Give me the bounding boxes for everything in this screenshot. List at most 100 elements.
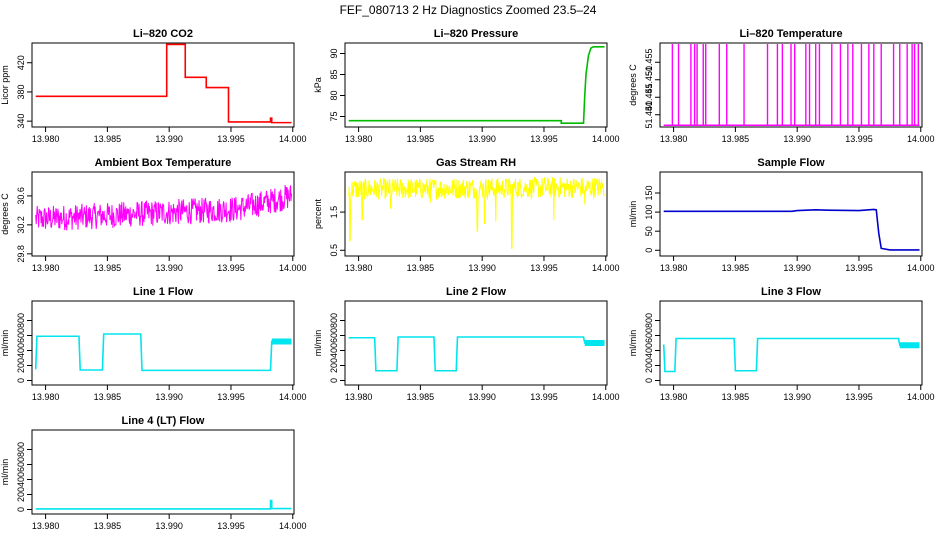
y-tick-label: 0 xyxy=(644,378,654,383)
y-axis-label: ml/min xyxy=(628,330,638,357)
series-line xyxy=(35,499,292,510)
y-tick-label: 200 xyxy=(16,358,26,373)
x-tick-label: 13.985 xyxy=(722,134,750,144)
x-tick-label: 14.000 xyxy=(279,521,307,531)
panel-title: Gas Stream RH xyxy=(436,157,516,169)
x-tick-label: 13.995 xyxy=(530,134,558,144)
x-tick-label: 13.985 xyxy=(94,392,122,402)
x-axis: 13.980 13.985 13.990 13.995 14.000 xyxy=(345,256,620,273)
x-tick-label: 13.985 xyxy=(94,263,122,273)
x-tick-label: 13.995 xyxy=(217,521,245,531)
x-tick-label: 13.980 xyxy=(32,521,60,531)
data-layer xyxy=(663,208,920,251)
chart-panel-7: Line 1 Flow ml/min 13.980 13.985 13.990 13.99… xyxy=(0,286,307,402)
plot-frame xyxy=(344,300,608,386)
y-axis: 0.5 1.5 xyxy=(329,206,345,257)
x-tick-label: 13.990 xyxy=(783,263,811,273)
x-tick-label: 14.000 xyxy=(279,392,307,402)
y-tick-label: 400 xyxy=(16,472,26,487)
x-tick-label: 13.985 xyxy=(407,263,435,273)
y-tick-label: 80 xyxy=(329,90,339,100)
y-tick-label: 100 xyxy=(644,205,654,220)
y-tick-label: 50 xyxy=(644,226,654,236)
x-tick-label: 13.995 xyxy=(217,263,245,273)
y-axis-label: percent xyxy=(313,198,323,229)
x-axis: 13.980 13.985 13.990 13.995 14.000 xyxy=(660,385,935,402)
x-axis: 13.980 13.985 13.990 13.995 14.000 xyxy=(32,514,307,531)
x-axis: 13.980 13.985 13.990 13.995 14.000 xyxy=(32,127,307,144)
data-layer xyxy=(662,337,920,373)
x-tick-label: 14.000 xyxy=(907,134,935,144)
plot-frame xyxy=(31,171,295,257)
x-tick-label: 14.000 xyxy=(592,392,620,402)
x-tick-label: 13.990 xyxy=(155,392,183,402)
y-tick-label: 0 xyxy=(16,507,26,512)
x-tick-label: 13.980 xyxy=(660,263,688,273)
y-tick-label: 200 xyxy=(644,358,654,373)
x-tick-label: 14.000 xyxy=(592,134,620,144)
data-layer xyxy=(35,499,292,510)
panel-title: Line 2 Flow xyxy=(446,286,506,298)
noise-band xyxy=(271,338,292,345)
x-tick-label: 13.985 xyxy=(407,392,435,402)
x-tick-label: 13.995 xyxy=(530,392,558,402)
y-axis-label: ml/min xyxy=(0,330,10,357)
series-line xyxy=(663,208,920,251)
y-axis: 0 50 100 150 xyxy=(644,185,660,253)
figure-title: FEF_080713 2 Hz Diagnostics Zoomed 23.5–… xyxy=(340,3,597,17)
x-tick-label: 13.990 xyxy=(783,134,811,144)
y-tick-label: 200 xyxy=(329,358,339,373)
plot-frame xyxy=(344,171,608,257)
x-axis: 13.980 13.985 13.990 13.995 14.000 xyxy=(345,127,620,144)
y-axis-label: degrees C xyxy=(0,193,10,235)
x-tick-label: 13.990 xyxy=(468,263,496,273)
x-tick-label: 14.000 xyxy=(907,263,935,273)
x-tick-label: 13.985 xyxy=(94,134,122,144)
series-line xyxy=(348,45,605,125)
y-tick-label: 0 xyxy=(329,378,339,383)
x-tick-label: 13.985 xyxy=(722,392,750,402)
plot-frame xyxy=(659,171,923,257)
x-tick-label: 13.985 xyxy=(94,521,122,531)
x-tick-label: 13.980 xyxy=(660,134,688,144)
y-tick-label: 600 xyxy=(644,328,654,343)
series-line xyxy=(35,43,292,124)
panel-title: Line 3 Flow xyxy=(761,286,821,298)
panel-title: Li–820 CO2 xyxy=(133,28,193,40)
y-tick-label: 0 xyxy=(644,248,654,253)
y-axis-label: ml/min xyxy=(0,459,10,486)
y-tick-label: 340 xyxy=(16,114,26,129)
x-tick-label: 13.995 xyxy=(845,134,873,144)
y-tick-label: 51.455 xyxy=(644,48,654,76)
plot-frame xyxy=(344,42,608,128)
x-tick-label: 13.980 xyxy=(32,392,60,402)
plot-frame xyxy=(31,300,295,386)
x-tick-label: 13.990 xyxy=(468,392,496,402)
y-axis-label: degrees C xyxy=(628,64,638,106)
x-axis: 13.980 13.985 13.990 13.995 14.000 xyxy=(32,385,307,402)
x-axis: 13.980 13.985 13.990 13.995 14.000 xyxy=(660,256,935,273)
plot-frame xyxy=(659,300,923,386)
y-tick-label: 51.450 xyxy=(644,66,654,94)
noise-band xyxy=(584,340,605,346)
plot-frame xyxy=(659,42,923,128)
y-tick-label: 90 xyxy=(329,48,339,58)
chart-panel-8: Line 2 Flow ml/min 13.980 13.985 13.990 13.99… xyxy=(313,286,620,402)
x-tick-label: 13.980 xyxy=(660,392,688,402)
x-axis: 13.980 13.985 13.990 13.995 14.000 xyxy=(660,127,935,144)
y-tick-label: 85 xyxy=(329,69,339,79)
x-tick-label: 13.995 xyxy=(845,263,873,273)
chart-panel-9: Line 3 Flow ml/min 13.980 13.985 13.990 13.99… xyxy=(628,286,935,402)
plot-frame xyxy=(31,429,295,515)
plot-frame xyxy=(31,42,295,128)
panel-title: Sample Flow xyxy=(757,157,825,169)
y-tick-label: 380 xyxy=(16,84,26,99)
y-tick-label: 30.2 xyxy=(16,216,26,234)
y-tick-label: 600 xyxy=(16,328,26,343)
